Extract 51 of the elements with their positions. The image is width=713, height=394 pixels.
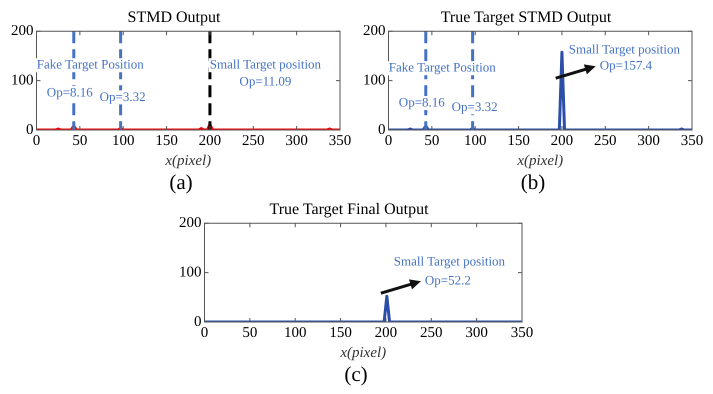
y-tick-label: 200 xyxy=(179,215,202,232)
x-tick-label: 100 xyxy=(112,132,134,149)
x-tick-label: 50 xyxy=(72,132,88,149)
chart-title: STMD Output xyxy=(128,8,221,26)
x-tick-label: 250 xyxy=(242,132,265,149)
x-tick-label: 50 xyxy=(242,324,258,341)
x-tick-label: 50 xyxy=(424,132,440,149)
x-axis-title: x(pixel) xyxy=(516,152,564,169)
x-tick-label: 300 xyxy=(285,132,308,149)
y-tick-label: 100 xyxy=(179,264,202,281)
annotation: Op=3.32 xyxy=(452,98,498,114)
x-tick-label: 350 xyxy=(328,132,352,149)
x-tick-label: 100 xyxy=(284,324,306,341)
x-tick-label: 200 xyxy=(550,132,574,149)
x-tick-label: 350 xyxy=(680,132,704,149)
annotation: Small Target position xyxy=(394,254,506,269)
chart-title: True Target STMD Output xyxy=(440,8,612,26)
x-tick-label: 350 xyxy=(510,324,534,341)
x-tick-label: 300 xyxy=(465,324,488,341)
y-tick-label: 0 xyxy=(194,314,202,330)
x-tick-label: 150 xyxy=(507,132,530,149)
x-tick-label: 300 xyxy=(637,132,660,149)
annotation: Small Target position xyxy=(568,41,680,56)
x-tick-label: 250 xyxy=(420,324,443,341)
text: (a) xyxy=(168,170,194,194)
annotation: Fake Target Position xyxy=(36,56,144,72)
x-tick-label: 200 xyxy=(374,324,398,341)
y-tick-label: 200 xyxy=(363,23,386,40)
annotation: Op=11.09 xyxy=(239,74,292,89)
y-tick-label: 200 xyxy=(11,23,34,40)
x-tick-label: 150 xyxy=(155,132,178,149)
x-tick-label: 250 xyxy=(594,132,617,149)
y-tick-label: 0 xyxy=(26,122,34,138)
y-tick-label: 0 xyxy=(378,122,386,138)
text: (b) xyxy=(520,170,546,194)
x-axis-title: x(pixel) xyxy=(339,344,386,361)
annotation: Op=8.16 xyxy=(398,94,446,110)
x-axis-title: x(pixel) xyxy=(164,152,212,169)
annotation: Op=157.4 xyxy=(600,58,653,73)
x-tick-label: 150 xyxy=(329,324,352,341)
annotation: Fake Target Position xyxy=(388,60,496,75)
chart-title: True Target Final Output xyxy=(269,200,430,218)
annotation: Op=3.32 xyxy=(100,88,146,104)
annotation: Small Target position xyxy=(210,56,322,72)
y-tick-label: 100 xyxy=(11,72,34,89)
x-tick-label: 200 xyxy=(198,132,222,149)
annotation: Op=52.2 xyxy=(424,272,471,288)
text: (c) xyxy=(343,362,369,386)
annotation: Op=8.16 xyxy=(46,84,94,100)
y-tick-label: 100 xyxy=(363,72,386,89)
x-tick-label: 100 xyxy=(464,132,486,149)
